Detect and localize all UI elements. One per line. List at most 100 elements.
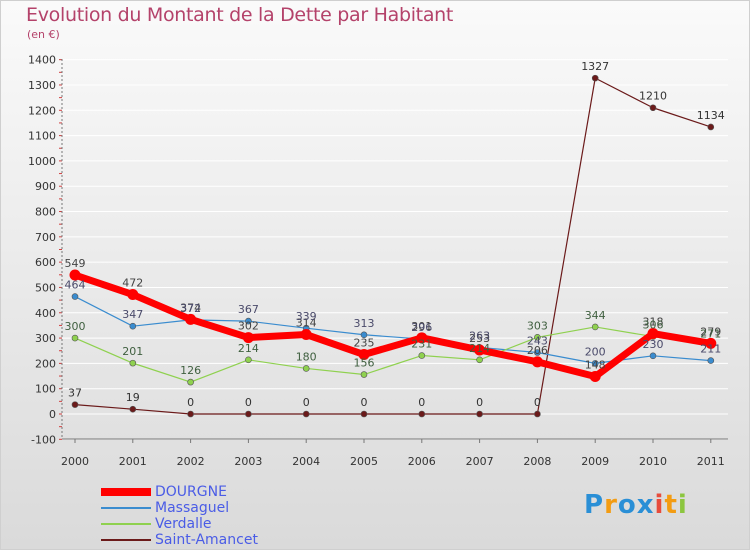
data-label: 302 [238,320,259,333]
x-tick-label: 2005 [350,455,378,468]
data-point [185,313,197,325]
data-point [358,349,370,361]
data-point [242,332,254,344]
data-label: 344 [585,309,606,322]
data-point [649,104,657,112]
y-tick-label: 1200 [28,104,56,117]
data-label: 230 [643,338,664,351]
data-label: 300 [65,320,86,333]
legend-swatch [101,507,151,509]
y-tick-label: 800 [35,206,56,219]
data-label: 313 [354,317,375,330]
data-label: 263 [469,329,490,342]
legend: DOURGNE Massaguel Verdalle Saint-Amancet [101,484,301,548]
series-group [69,74,717,418]
y-tick-label: 300 [35,332,56,345]
series-line-verdalle [74,326,711,383]
data-point [418,410,426,418]
data-label: 0 [534,396,541,409]
data-label: 318 [643,316,664,329]
data-label: 549 [65,257,86,270]
data-label: 1210 [639,90,667,103]
data-point [476,356,483,364]
data-label: 279 [700,325,721,338]
data-point [418,352,426,359]
data-label: 303 [527,319,548,332]
data-point [360,371,368,378]
data-label: 296 [411,321,432,334]
legend-item-massaguel: Massaguel [101,500,301,516]
data-label: 347 [122,308,143,321]
data-point [534,334,541,341]
data-point [360,410,368,418]
logo-letter: r [604,490,618,520]
x-tick-label: 2008 [523,455,551,468]
data-point [591,74,599,82]
data-label: 301 [411,320,432,333]
data-point [127,289,139,301]
data-point [71,293,79,300]
data-point [71,334,79,342]
x-tick-label: 2000 [61,455,89,468]
data-label: 374 [180,301,201,314]
data-label: 231 [411,338,432,351]
data-label: 464 [65,279,86,292]
y-tick-label: 1300 [28,79,56,92]
logo-letter: i [654,490,665,520]
data-point [187,410,194,418]
logo-letter: P [584,490,605,520]
data-point [245,317,252,325]
data-point [647,328,659,340]
y-tick-label: 900 [35,180,56,193]
data-point [416,332,428,344]
x-tick-label: 2009 [581,455,609,468]
data-point [589,371,601,383]
data-label: 0 [245,396,252,409]
logo-letter: o [617,490,637,520]
legend-label: Verdalle [155,516,212,532]
data-label: 0 [187,396,194,409]
data-label: 271 [700,327,721,340]
data-point [302,365,310,372]
axes: -100010020030040050060070080090010001100… [28,54,728,468]
data-point [591,360,599,367]
data-label: 19 [126,391,140,404]
y-tick-label: 600 [35,256,56,269]
legend-label: DOURGNE [155,484,227,500]
data-point [474,344,486,356]
data-label: 339 [296,310,317,323]
data-label: 235 [354,337,375,350]
data-label: 211 [700,343,721,356]
proxiti-logo: Proxiti [584,490,688,520]
data-label: 367 [238,303,259,316]
y-tick-label: 100 [35,383,56,396]
logo-letter: i [677,490,688,520]
y-tick-label: 1000 [28,155,56,168]
data-label: 37 [68,387,82,400]
grid-lines [62,59,728,440]
data-label: 314 [296,317,317,330]
y-tick-label: 500 [35,281,56,294]
legend-swatch [101,523,151,525]
x-tick-label: 2007 [466,455,494,468]
data-label: 1327 [581,60,609,73]
x-tick-label: 2011 [697,455,725,468]
chart-title: Evolution du Montant de la Dette par Hab… [26,4,454,26]
data-point [69,269,81,281]
data-label: 0 [303,396,310,409]
legend-item-saint-amancet: Saint-Amancet [101,532,301,548]
x-tick-label: 2003 [234,455,262,468]
data-label: 214 [469,342,490,355]
data-point [534,410,541,418]
data-label: 0 [418,396,425,409]
logo-letter: t [664,490,678,520]
series-line-massaguel [74,296,711,364]
legend-swatch [101,488,151,496]
y-tick-label: 0 [49,408,56,421]
data-point [245,356,252,364]
data-label: 1134 [697,109,725,122]
y-tick-label: 1400 [28,54,56,67]
data-point [129,359,137,367]
data-point [705,337,717,349]
data-label: 306 [643,319,664,332]
